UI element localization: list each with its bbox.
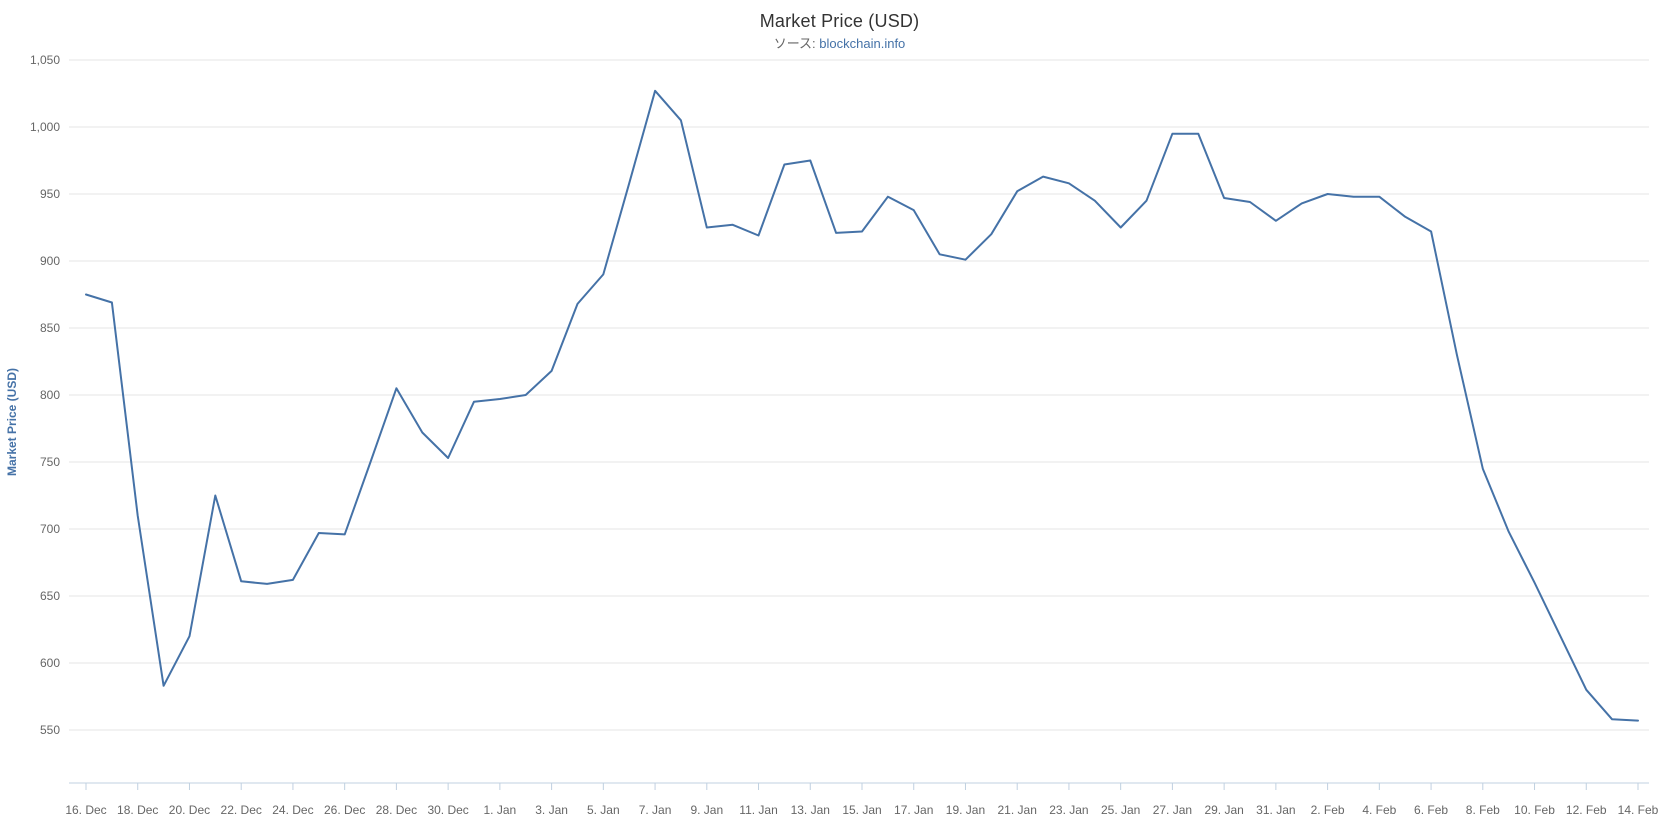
x-tick-label: 31. Jan (1256, 803, 1295, 817)
x-tick-label: 10. Feb (1514, 803, 1555, 817)
y-tick-label: 750 (40, 455, 60, 469)
x-tick-label: 19. Jan (946, 803, 985, 817)
x-tick-label: 18. Dec (117, 803, 158, 817)
x-tick-label: 5. Jan (587, 803, 620, 817)
x-tick-label: 29. Jan (1204, 803, 1243, 817)
x-tick-label: 2. Feb (1311, 803, 1345, 817)
x-tick-label: 1. Jan (484, 803, 517, 817)
y-tick-label: 800 (40, 388, 60, 402)
subtitle-source-label: ソース: (773, 36, 820, 51)
x-tick-label: 17. Jan (894, 803, 933, 817)
x-tick-label: 24. Dec (272, 803, 313, 817)
y-tick-label: 1,000 (30, 120, 60, 134)
x-tick-label: 8. Feb (1466, 803, 1500, 817)
y-tick-label: 1,050 (30, 53, 60, 67)
x-tick-label: 27. Jan (1153, 803, 1192, 817)
y-tick-label: 900 (40, 254, 60, 268)
x-tick-label: 6. Feb (1414, 803, 1448, 817)
x-tick-label: 25. Jan (1101, 803, 1140, 817)
x-tick-label: 26. Dec (324, 803, 365, 817)
y-tick-label: 950 (40, 187, 60, 201)
x-tick-label: 15. Jan (842, 803, 881, 817)
x-tick-label: 20. Dec (169, 803, 210, 817)
x-tick-label: 3. Jan (535, 803, 568, 817)
chart-title: Market Price (USD) (759, 11, 920, 31)
x-tick-label: 28. Dec (376, 803, 417, 817)
x-tick-label: 4. Feb (1362, 803, 1396, 817)
y-tick-label: 600 (40, 656, 60, 670)
x-tick-label: 21. Jan (998, 803, 1037, 817)
x-tick-label: 22. Dec (221, 803, 262, 817)
x-tick-label: 11. Jan (739, 803, 777, 817)
x-tick-label: 14. Feb (1618, 803, 1659, 817)
y-tick-label: 550 (40, 723, 60, 737)
x-tick-label: 13. Jan (791, 803, 830, 817)
price-line[interactable] (85, 89, 1639, 722)
x-tick-label: 30. Dec (427, 803, 468, 817)
subtitle-source-link: blockchain.info (819, 36, 906, 51)
x-tick-label: 16. Dec (65, 803, 106, 817)
chart-subtitle: ソース: blockchain.info (0, 33, 1679, 52)
x-tick-label: 23. Jan (1049, 803, 1088, 817)
y-tick-label: 700 (40, 522, 60, 536)
x-tick-label: 12. Feb (1566, 803, 1607, 817)
y-tick-label: 650 (40, 589, 60, 603)
x-tick-label: 7. Jan (639, 803, 672, 817)
y-tick-label: 850 (40, 321, 60, 335)
x-tick-label: 9. Jan (690, 803, 723, 817)
